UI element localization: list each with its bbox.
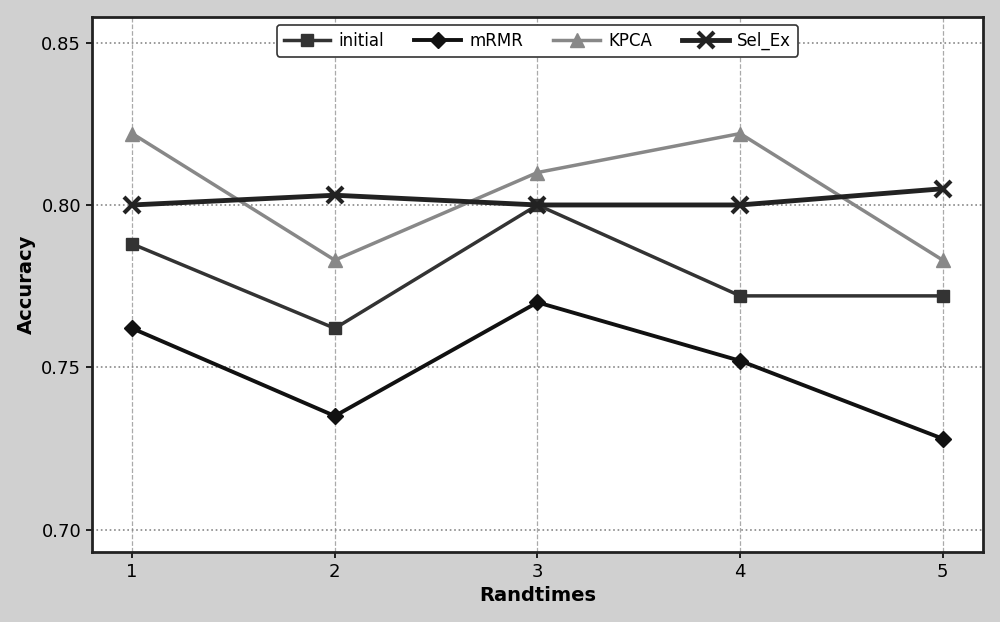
initial bbox=[126, 240, 138, 248]
Line: KPCA: KPCA bbox=[125, 127, 950, 267]
Line: mRMR: mRMR bbox=[127, 297, 948, 444]
X-axis label: Randtimes: Randtimes bbox=[479, 587, 596, 605]
Sel_Ex bbox=[531, 202, 543, 209]
Sel_Ex bbox=[937, 185, 949, 192]
KPCA bbox=[734, 130, 746, 137]
Legend: initial, mRMR, KPCA, Sel_Ex: initial, mRMR, KPCA, Sel_Ex bbox=[277, 25, 798, 57]
mRMR bbox=[531, 299, 543, 306]
KPCA bbox=[329, 256, 341, 264]
mRMR bbox=[734, 357, 746, 364]
KPCA bbox=[126, 130, 138, 137]
Line: initial: initial bbox=[126, 198, 949, 335]
Line: Sel_Ex: Sel_Ex bbox=[125, 181, 950, 213]
KPCA bbox=[937, 256, 949, 264]
initial bbox=[531, 202, 543, 209]
Sel_Ex bbox=[329, 192, 341, 199]
Sel_Ex bbox=[126, 202, 138, 209]
mRMR bbox=[937, 435, 949, 442]
initial bbox=[329, 325, 341, 332]
mRMR bbox=[329, 412, 341, 420]
KPCA bbox=[531, 169, 543, 176]
Sel_Ex bbox=[734, 202, 746, 209]
Y-axis label: Accuracy: Accuracy bbox=[17, 235, 36, 334]
mRMR bbox=[126, 325, 138, 332]
initial bbox=[734, 292, 746, 300]
initial bbox=[937, 292, 949, 300]
